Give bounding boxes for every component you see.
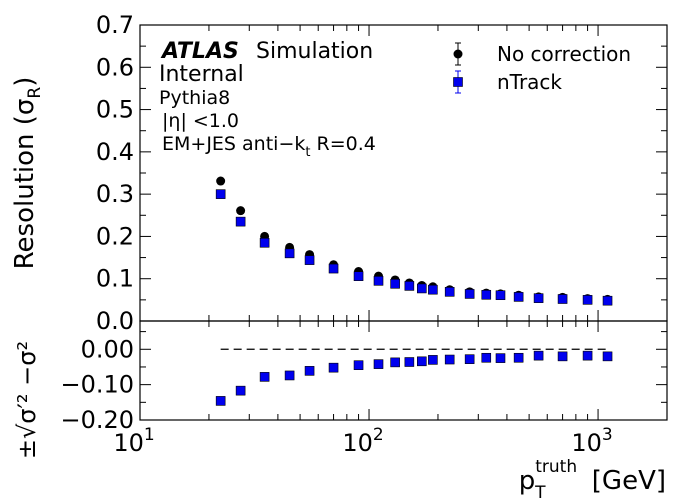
ntrack-point <box>557 294 568 304</box>
ntrack-point <box>481 289 492 300</box>
ratio-y-tick-labels: 0.00 −0.10 −0.20 <box>60 335 134 434</box>
ntrack-ratio-point <box>428 355 438 365</box>
ntrack-ratio-point <box>582 350 593 361</box>
ntrack-point <box>235 216 246 227</box>
ntrack-point <box>259 237 270 248</box>
ratio-panel-frame <box>139 320 668 421</box>
ntrack-ratio-point <box>235 385 246 396</box>
ntrack-ratio-point <box>304 366 315 376</box>
ntrack-point <box>513 292 524 302</box>
y-tick-label: −0.20 <box>60 406 134 434</box>
ntrack-point <box>390 278 400 289</box>
ntrack-ratio-point <box>464 354 475 364</box>
eta-cut-label: |η| <1.0 <box>162 110 239 132</box>
legend-marker <box>453 49 463 59</box>
ntrack-point <box>417 283 427 294</box>
ntrack-point <box>304 255 315 265</box>
generator-label: Pythia8 <box>159 87 230 109</box>
main-axis-ticks <box>139 24 668 322</box>
x-tick-label: 102 <box>342 425 383 457</box>
ntrack-point <box>328 263 339 274</box>
ratio-y-axis-title: ±√σ′² −σ² <box>13 341 41 459</box>
legend-label: nTrack <box>497 70 562 94</box>
ntrack-ratio-point <box>602 351 613 362</box>
legend-marker <box>453 77 463 87</box>
y-tick-label: 0.6 <box>96 53 134 81</box>
ntrack-point <box>404 281 415 291</box>
ntrack-ratio-point <box>513 352 524 363</box>
ntrack-ratio-point <box>259 372 270 382</box>
y-tick-label: 0.2 <box>96 222 134 250</box>
y-tick-label: 0.00 <box>81 335 134 363</box>
y-tick-label: 0.5 <box>96 96 134 124</box>
ntrack-point <box>582 295 593 305</box>
simulation-label: Simulation <box>256 39 373 64</box>
ntrack-ratio-point <box>353 360 364 370</box>
atlas-label: ATLAS <box>160 39 239 64</box>
ntrack-point <box>464 289 475 299</box>
ntrack-ratio-point <box>328 362 339 373</box>
jet-definition-label: EM+JES anti−kt R=0.4 <box>162 133 376 160</box>
x-axis-title: ptruth T [GeV] <box>519 457 666 500</box>
ntrack-ratio-point <box>557 351 568 362</box>
no-correction-point <box>236 206 246 216</box>
ntrack-ratio-point <box>417 356 427 367</box>
x-tick-label: 101 <box>113 425 154 457</box>
ntrack-ratio-point <box>495 353 506 363</box>
ntrack-point <box>533 293 544 303</box>
ntrack-point <box>353 271 364 281</box>
legend-label: No correction <box>497 42 631 66</box>
ratio-axis-ticks <box>139 321 668 421</box>
ntrack-ratio-point <box>215 396 226 406</box>
ntrack-point <box>444 287 455 297</box>
ntrack-point <box>284 248 295 259</box>
ntrack-point <box>428 284 438 295</box>
ntrack-ratio-point <box>481 352 492 363</box>
y-tick-label: 0.3 <box>96 180 134 208</box>
y-tick-label: 0.4 <box>96 138 134 166</box>
ntrack-ratio-point <box>404 357 415 367</box>
ntrack-ratio-point <box>444 354 455 365</box>
y-tick-label: −0.10 <box>60 371 134 399</box>
ntrack-point <box>602 295 613 306</box>
ntrack-point <box>495 290 506 301</box>
internal-label: Internal <box>159 62 244 87</box>
no-correction-point <box>216 176 226 186</box>
ntrack-ratio-point <box>284 370 295 381</box>
x-tick-label: 103 <box>571 425 612 457</box>
y-tick-label: 0.7 <box>96 11 134 39</box>
y-tick-label: 0.0 <box>96 307 134 335</box>
y-tick-label: 0.1 <box>96 265 134 293</box>
x-tick-labels: 101 102 103 <box>113 425 612 457</box>
ntrack-ratio-point <box>390 357 400 368</box>
legend: No correction nTrack <box>453 42 631 94</box>
main-data-points <box>215 176 613 306</box>
ntrack-point <box>215 189 226 199</box>
ntrack-ratio-point <box>373 359 384 369</box>
ntrack-ratio-point <box>533 350 544 361</box>
ratio-data-points <box>215 350 613 406</box>
main-y-axis-title: Resolution (σR) <box>10 77 45 270</box>
ntrack-point <box>373 276 384 286</box>
main-y-tick-labels: 0.0 0.1 0.2 0.3 0.4 0.5 0.6 0.7 <box>96 11 134 335</box>
